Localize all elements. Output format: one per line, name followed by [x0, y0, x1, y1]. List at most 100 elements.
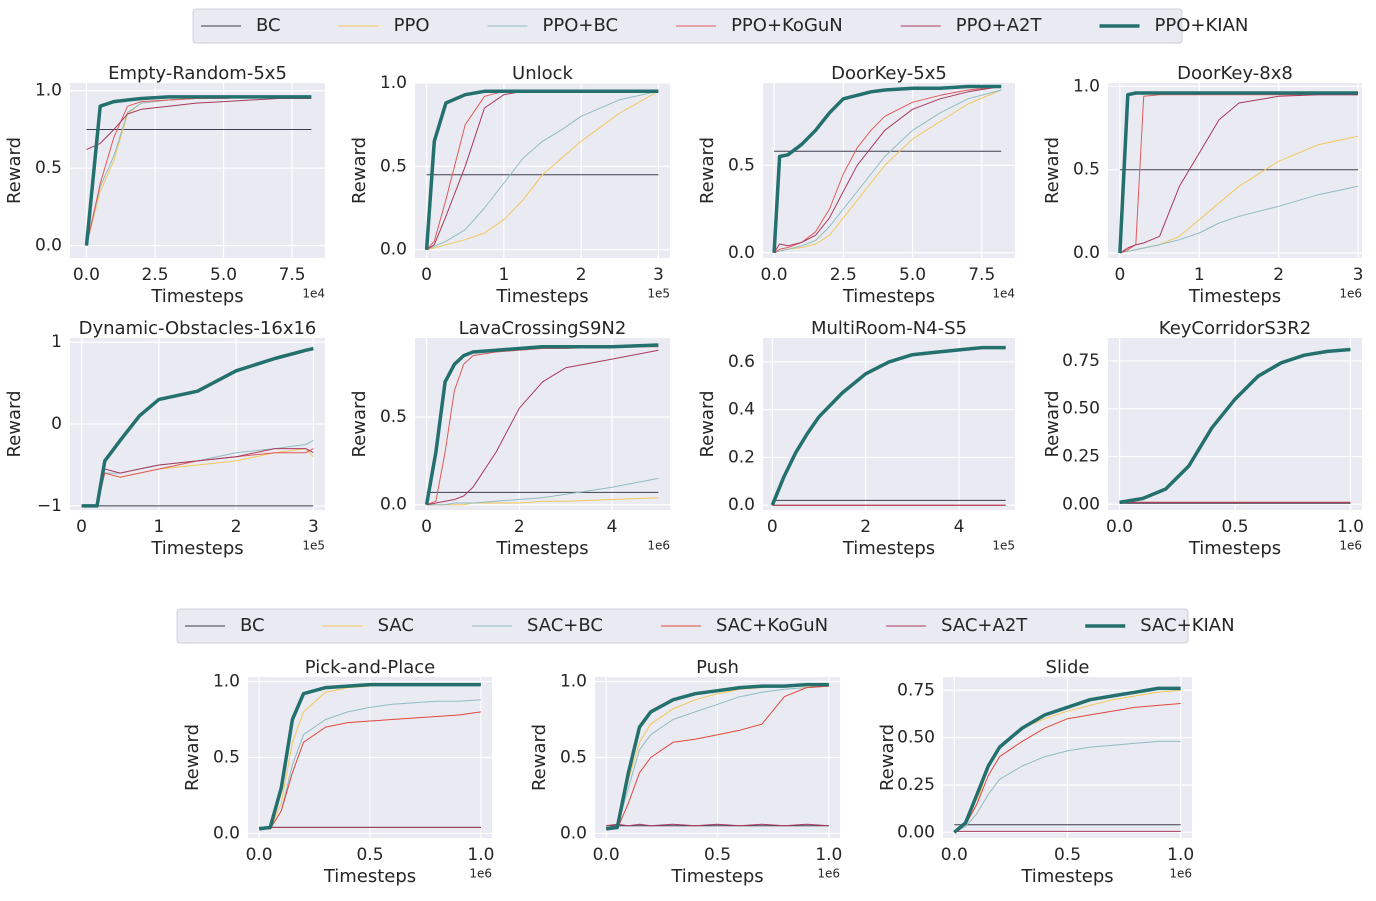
- x-tick-label: 3: [308, 517, 319, 537]
- x-tick-label: 7.5: [968, 265, 995, 285]
- series-line: [606, 685, 829, 830]
- series-line: [258, 682, 481, 831]
- y-tick-label: 0.0: [728, 495, 755, 515]
- y-tick-label: 0.00: [897, 822, 935, 842]
- x-axis-label: Timesteps: [842, 538, 935, 559]
- x-axis-label: Timesteps: [150, 538, 243, 559]
- x-tick-label: 2: [514, 517, 525, 537]
- series-line: [424, 89, 659, 250]
- series-line: [426, 477, 659, 506]
- y-tick-label: 0.5: [380, 407, 407, 427]
- x-scale-label: 1e6: [1339, 287, 1362, 301]
- series-line: [1119, 347, 1351, 505]
- x-scale-label: 1e6: [1339, 539, 1362, 553]
- x-tick-label: 1: [498, 265, 509, 285]
- series-line: [81, 346, 314, 508]
- x-axis-label: Timesteps: [495, 286, 588, 307]
- x-tick-label: 0.5: [356, 845, 383, 865]
- series-line: [1118, 91, 1358, 254]
- legend: BC PPO PPO+BC PPO+KoGuN PPO+A2T PPO+KIAN: [192, 8, 1249, 44]
- y-tick-label: 0.50: [897, 728, 935, 748]
- series-line: [1119, 94, 1358, 254]
- y-tick-label: 0.50: [1062, 399, 1100, 419]
- y-tick-label: 0.0: [380, 495, 407, 515]
- legend-label: PPO+KIAN: [1155, 15, 1249, 36]
- series-line: [770, 345, 1006, 506]
- x-tick-label: 4: [607, 517, 618, 537]
- y-axis-label: Reward: [4, 390, 25, 457]
- y-tick-label: 0.5: [35, 158, 62, 178]
- x-tick-label: 3: [1353, 265, 1364, 285]
- series-line: [773, 86, 1002, 254]
- y-tick-label: 0.75: [897, 680, 935, 700]
- legend-label: SAC+BC: [527, 615, 603, 636]
- y-axis-label: Reward: [697, 137, 718, 204]
- legend-label: BC: [256, 15, 281, 36]
- x-tick-label: 0: [421, 517, 432, 537]
- legend-label: SAC+KoGuN: [716, 615, 828, 636]
- x-tick-label: 0.5: [1054, 845, 1081, 865]
- chart-title: Unlock: [512, 63, 573, 84]
- y-tick-label: 0.25: [897, 775, 935, 795]
- y-axis-label: Reward: [1042, 137, 1063, 204]
- y-tick-label: 0.5: [380, 156, 407, 176]
- y-tick-label: 1.0: [1073, 76, 1100, 96]
- y-tick-label: 1.0: [213, 672, 240, 692]
- chart-title: Empty-Random-5x5: [108, 63, 287, 84]
- series-line: [773, 89, 1002, 254]
- x-scale-label: 1e6: [1169, 867, 1192, 881]
- series-line: [426, 90, 659, 251]
- x-tick-label: 0.5: [1221, 517, 1248, 537]
- x-tick-label: 0.0: [1106, 517, 1133, 537]
- series-line: [1119, 185, 1359, 254]
- x-tick-label: 2: [1273, 265, 1284, 285]
- series-line: [426, 90, 659, 251]
- x-tick-label: 1.0: [467, 845, 494, 865]
- y-tick-label: 0.0: [728, 243, 755, 263]
- x-tick-label: 2: [860, 517, 871, 537]
- series-line: [424, 343, 659, 506]
- chart-title: Dynamic-Obstacles-16x16: [79, 318, 317, 339]
- chart-title: MultiRoom-N4-S5: [811, 318, 967, 339]
- x-tick-label: 0: [767, 517, 778, 537]
- x-scale-label: 1e5: [647, 287, 670, 301]
- legend-label: SAC+KIAN: [1140, 615, 1234, 636]
- x-tick-label: 5.0: [210, 265, 237, 285]
- x-tick-label: 2.5: [830, 265, 857, 285]
- x-tick-label: 5.0: [899, 265, 926, 285]
- y-tick-label: 0.4: [728, 400, 755, 420]
- x-tick-label: 0.0: [941, 845, 968, 865]
- y-axis-label: Reward: [529, 724, 550, 791]
- y-axis-label: Reward: [697, 390, 718, 457]
- chart-title: Slide: [1046, 657, 1090, 678]
- y-tick-label: 0.0: [1073, 243, 1100, 263]
- chart-title: KeyCorridorS3R2: [1159, 318, 1311, 339]
- plot-area: [1108, 83, 1362, 258]
- x-tick-label: 2.5: [141, 265, 168, 285]
- legend-label: PPO+KoGuN: [731, 15, 843, 36]
- y-tick-label: 0.5: [728, 155, 755, 175]
- y-tick-label: 0.0: [213, 823, 240, 843]
- x-scale-label: 1e6: [817, 867, 840, 881]
- x-tick-label: 7.5: [279, 265, 306, 285]
- y-tick-label: 1.0: [35, 81, 62, 101]
- y-tick-label: −1: [37, 496, 62, 516]
- legend-label: PPO+BC: [543, 15, 619, 36]
- x-axis-label: Timesteps: [323, 866, 416, 887]
- x-tick-label: 1.0: [1167, 845, 1194, 865]
- x-axis-label: Timesteps: [150, 286, 243, 307]
- chart-title: Pick-and-Place: [305, 657, 436, 678]
- x-tick-label: 0.0: [246, 845, 273, 865]
- x-tick-label: 0: [421, 265, 432, 285]
- plot-area: [70, 83, 325, 258]
- x-axis-label: Timesteps: [670, 866, 763, 887]
- x-tick-label: 0: [1114, 265, 1125, 285]
- x-tick-label: 1.0: [1337, 517, 1364, 537]
- y-tick-label: 0.0: [380, 240, 407, 260]
- x-tick-label: 4: [954, 517, 965, 537]
- x-tick-label: 1.0: [815, 845, 842, 865]
- y-axis-label: Reward: [4, 137, 25, 204]
- y-tick-label: 0.6: [728, 352, 755, 372]
- y-tick-label: 0: [51, 414, 62, 434]
